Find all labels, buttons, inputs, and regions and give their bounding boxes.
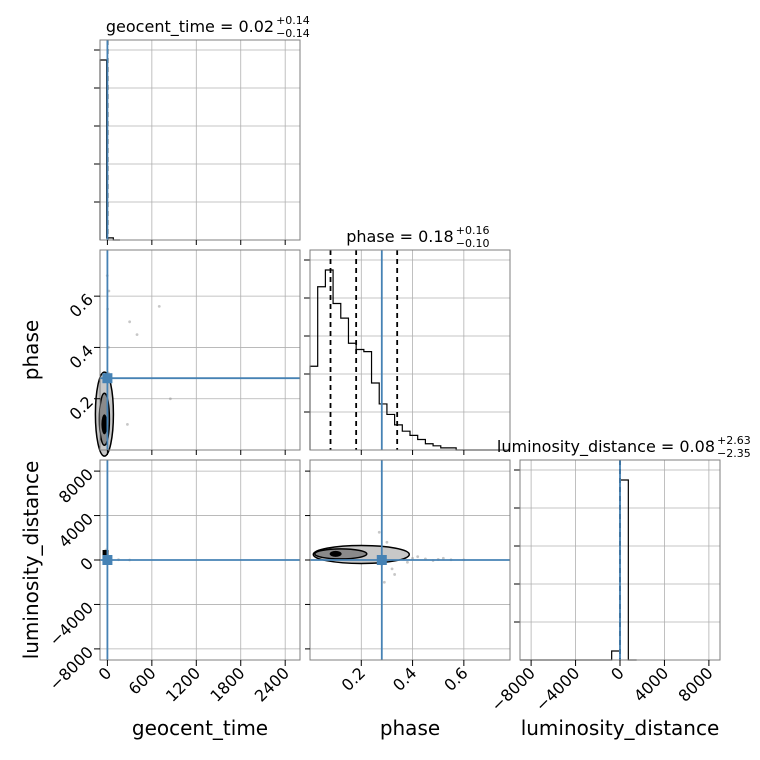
sample-point-phase_vs_geocent_time-10 (126, 422, 129, 426)
x-axis-label-phase: phase (380, 716, 440, 740)
y-tick-label-luminosity_distance-1: −4000 (45, 598, 97, 650)
y-axis-label-luminosity_distance: luminosity_distance (19, 461, 43, 660)
panel-frame-geocent_time (99, 39, 301, 241)
x-tick-label-phase-1: 0.4 (389, 663, 420, 694)
panel-frame-phase (309, 249, 511, 451)
truth-marker-phase_vs_geocent_time (102, 373, 113, 384)
x-tick-label-phase-0: 0.2 (338, 663, 369, 694)
sample-point-luminosity_distance_vs_phase-22 (393, 573, 397, 576)
sample-point-luminosity_distance_vs_phase-15 (406, 560, 409, 564)
y-axis-label-phase: phase (19, 320, 43, 380)
frame-layer (94, 39, 721, 666)
x-tick-label-phase-2: 0.6 (440, 663, 471, 694)
x-tick-label-luminosity_distance-2: 0 (607, 663, 628, 684)
panel-frame-phase_vs_geocent_time (99, 249, 301, 451)
histogram-geocent_time (99, 59, 120, 241)
contour-core-luminosity_distance_vs_phase (329, 550, 342, 557)
x-tick-label-luminosity_distance-4: 8000 (674, 663, 716, 705)
y-tick-label-luminosity_distance-0: −8000 (45, 643, 97, 695)
sample-point-phase_vs_geocent_time-11 (168, 397, 172, 401)
sample-point-luminosity_distance_vs_phase-13 (390, 567, 394, 571)
y-tick-label-phase-0: 0.2 (66, 392, 97, 423)
y-tick-label-luminosity_distance-3: 4000 (55, 509, 97, 551)
panel-title-plus-phase: +0.16 (456, 224, 490, 237)
contour-core-luminosity_distance_vs_geocent_time (102, 550, 109, 558)
x-tick-label-luminosity_distance-0: −8000 (487, 663, 539, 715)
sample-point-phase_vs_geocent_time-9 (157, 305, 161, 308)
x-axis-label-luminosity_distance: luminosity_distance (521, 716, 720, 740)
x-tick-label-geocent_time-3: 1800 (206, 663, 248, 705)
truth-marker-luminosity_distance_vs_geocent_time (102, 555, 113, 565)
panel-title-minus-geocent_time: −0.14 (276, 27, 310, 40)
y-tick-label-luminosity_distance-4: 8000 (55, 465, 97, 507)
sample-point-luminosity_distance_vs_phase-20 (441, 556, 445, 560)
histogram-phase (309, 269, 510, 451)
grid-layer (100, 40, 720, 660)
panel-title-minus-phase: −0.10 (456, 237, 490, 250)
text-layer: geocent_time = 0.02 +0.14−0.14 phase = 0.1… (19, 14, 751, 740)
sample-point-phase_vs_geocent_time-8 (128, 320, 132, 324)
panel-title-minus-luminosity_distance: −2.35 (717, 447, 751, 460)
sample-point-phase_vs_geocent_time-12 (135, 333, 139, 337)
sample-point-luminosity_distance_vs_phase-7 (411, 556, 414, 560)
x-tick-label-luminosity_distance-3: 4000 (630, 663, 672, 705)
truth-marker-luminosity_distance_vs_phase (376, 555, 387, 565)
panel-title-phase: phase = 0.18 (346, 227, 453, 246)
contour-core-phase_vs_geocent_time (101, 414, 108, 435)
x-tick-label-luminosity_distance-1: −4000 (532, 663, 584, 715)
panel-title-plus-luminosity_distance: +2.63 (717, 434, 751, 447)
sample-point-luminosity_distance_vs_phase-5 (385, 540, 389, 544)
sample-point-luminosity_distance_vs_phase-23 (382, 580, 386, 584)
x-tick-label-geocent_time-0: 0 (95, 663, 116, 684)
y-tick-label-luminosity_distance-2: 0 (76, 554, 97, 575)
sample-point-luminosity_distance_vs_phase-16 (416, 555, 420, 559)
x-axis-label-geocent_time: geocent_time (132, 716, 268, 740)
y-tick-label-phase-2: 0.6 (66, 290, 97, 321)
mark-layer (94, 40, 637, 661)
panel-title-geocent_time: geocent_time = 0.02 (106, 17, 274, 37)
y-tick-label-phase-1: 0.4 (66, 341, 97, 372)
panel-title-plus-geocent_time: +0.14 (276, 14, 310, 27)
panel-title-luminosity_distance: luminosity_distance = 0.08 (497, 437, 715, 457)
sample-point-luminosity_distance_vs_phase-21 (377, 530, 381, 534)
x-tick-label-geocent_time-2: 1200 (162, 663, 204, 705)
x-tick-label-geocent_time-1: 600 (125, 663, 160, 698)
x-tick-label-geocent_time-4: 2400 (251, 663, 293, 705)
